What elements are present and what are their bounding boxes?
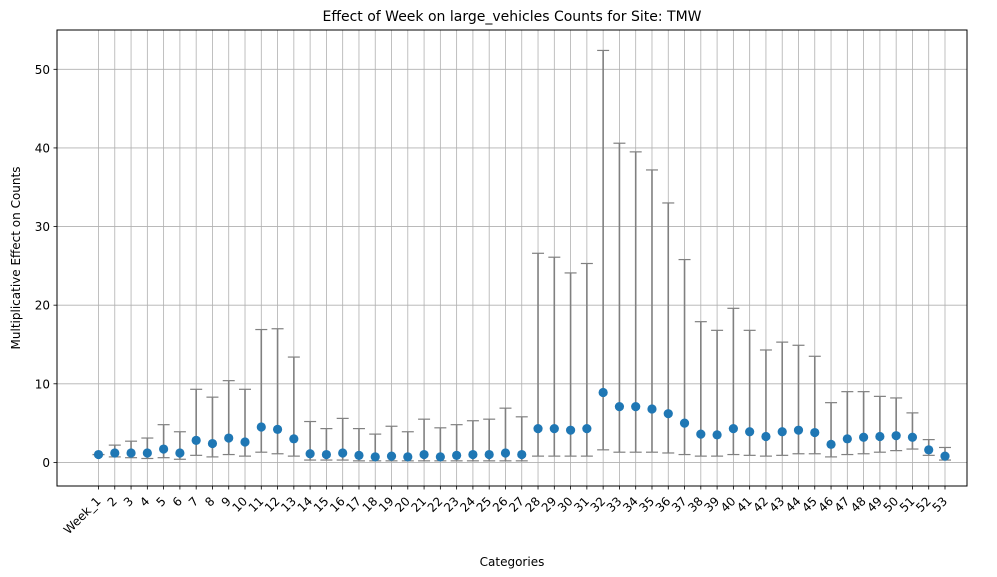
- data-point: [484, 449, 494, 460]
- y-axis-label: Multiplicative Effect on Counts: [9, 167, 23, 350]
- data-point: [940, 451, 950, 461]
- data-point: [370, 452, 380, 462]
- data-point: [142, 448, 152, 458]
- data-point: [891, 431, 901, 441]
- data-point: [93, 449, 104, 460]
- data-point: [517, 449, 527, 460]
- data-point: [859, 432, 869, 442]
- x-axis-label: Categories: [480, 555, 545, 569]
- data-point: [159, 444, 169, 454]
- data-point: [761, 431, 771, 442]
- data-point: [110, 448, 120, 458]
- data-point: [224, 433, 234, 443]
- data-point: [354, 450, 364, 460]
- data-point: [175, 448, 185, 458]
- y-tick-label: 0: [42, 456, 50, 470]
- data-point: [907, 432, 918, 442]
- data-point: [810, 427, 820, 438]
- data-point: [403, 452, 413, 462]
- data-point: [565, 425, 576, 435]
- y-axis-ticks: 0 10 20 30 40 50: [35, 63, 57, 470]
- data-point: [533, 424, 543, 434]
- data-point: [452, 450, 462, 460]
- data-point: [826, 439, 836, 449]
- data-point: [386, 451, 397, 461]
- data-point: [793, 425, 804, 435]
- data-point: [240, 437, 250, 447]
- y-tick-label: 20: [35, 299, 50, 313]
- data-point: [728, 424, 738, 434]
- data-point: [777, 427, 787, 437]
- data-point: [696, 429, 706, 439]
- y-tick-label: 30: [35, 220, 50, 234]
- data-point: [272, 424, 283, 434]
- data-point: [679, 418, 690, 428]
- data-point: [338, 448, 348, 458]
- plot-frame: [56, 29, 968, 487]
- data-point: [549, 424, 559, 434]
- data-point: [207, 438, 218, 449]
- data-point: [126, 448, 136, 458]
- data-point: [582, 424, 592, 434]
- data-point: [468, 449, 478, 460]
- data-point: [305, 449, 315, 459]
- data-point: [500, 448, 511, 458]
- data-point: [745, 427, 755, 437]
- data-point: [663, 409, 673, 419]
- data-point: [842, 434, 852, 444]
- data-point: [419, 449, 429, 460]
- data-point: [614, 401, 625, 412]
- data-point: [712, 430, 722, 440]
- y-tick-label: 40: [35, 141, 50, 155]
- data-point: [631, 401, 641, 412]
- y-tick-label: 50: [35, 63, 50, 77]
- data-point: [191, 435, 201, 445]
- y-tick-label: 10: [35, 377, 50, 391]
- data-point: [289, 434, 299, 444]
- data-point: [875, 431, 885, 442]
- data-point: [321, 449, 332, 460]
- data-point: [256, 422, 266, 432]
- data-point: [924, 445, 934, 455]
- data-point: [647, 404, 657, 414]
- chart-title: Effect of Week on large_vehicles Counts …: [322, 9, 701, 25]
- data-point: [598, 387, 608, 398]
- data-point: [435, 452, 445, 462]
- data-points: [93, 387, 950, 462]
